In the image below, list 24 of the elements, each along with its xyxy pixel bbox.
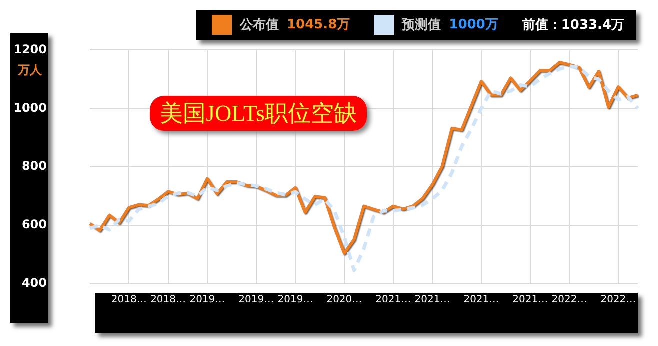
- y-tick-label: 1000: [14, 100, 47, 115]
- x-tick-label: 2021…: [464, 294, 500, 306]
- x-tick-label: 2021…: [414, 294, 450, 306]
- text: 1000万: [449, 18, 498, 33]
- y-tick-label: 600: [22, 218, 47, 232]
- x-tick-label: 2020…: [326, 294, 362, 306]
- x-tick-label: 2019…: [190, 294, 226, 306]
- y-tick-label: 400: [22, 276, 47, 290]
- x-tick-label: 2022…: [552, 294, 588, 306]
- legend-label: 预测值: [402, 18, 442, 33]
- x-tick-label: 2019…: [238, 294, 274, 306]
- y-axis-title: 万人: [17, 62, 43, 79]
- x-tick-label: 2021…: [376, 294, 412, 306]
- text: 前值：1033.4万: [522, 17, 625, 34]
- x-tick-label: 2022…: [600, 294, 636, 306]
- y-tick-label: 1200: [14, 42, 47, 56]
- text: 1045.8万: [287, 18, 350, 33]
- x-tick-label: 2018…: [150, 294, 186, 306]
- legend-label: 公布值: [240, 18, 279, 33]
- x-tick-label: 2018…: [111, 294, 147, 306]
- text: 美国JOLTs职位空缺: [150, 96, 367, 131]
- x-tick-label: 2021…: [512, 294, 548, 306]
- x-tick-label: 2019…: [278, 294, 314, 306]
- y-tick-label: 800: [22, 159, 47, 174]
